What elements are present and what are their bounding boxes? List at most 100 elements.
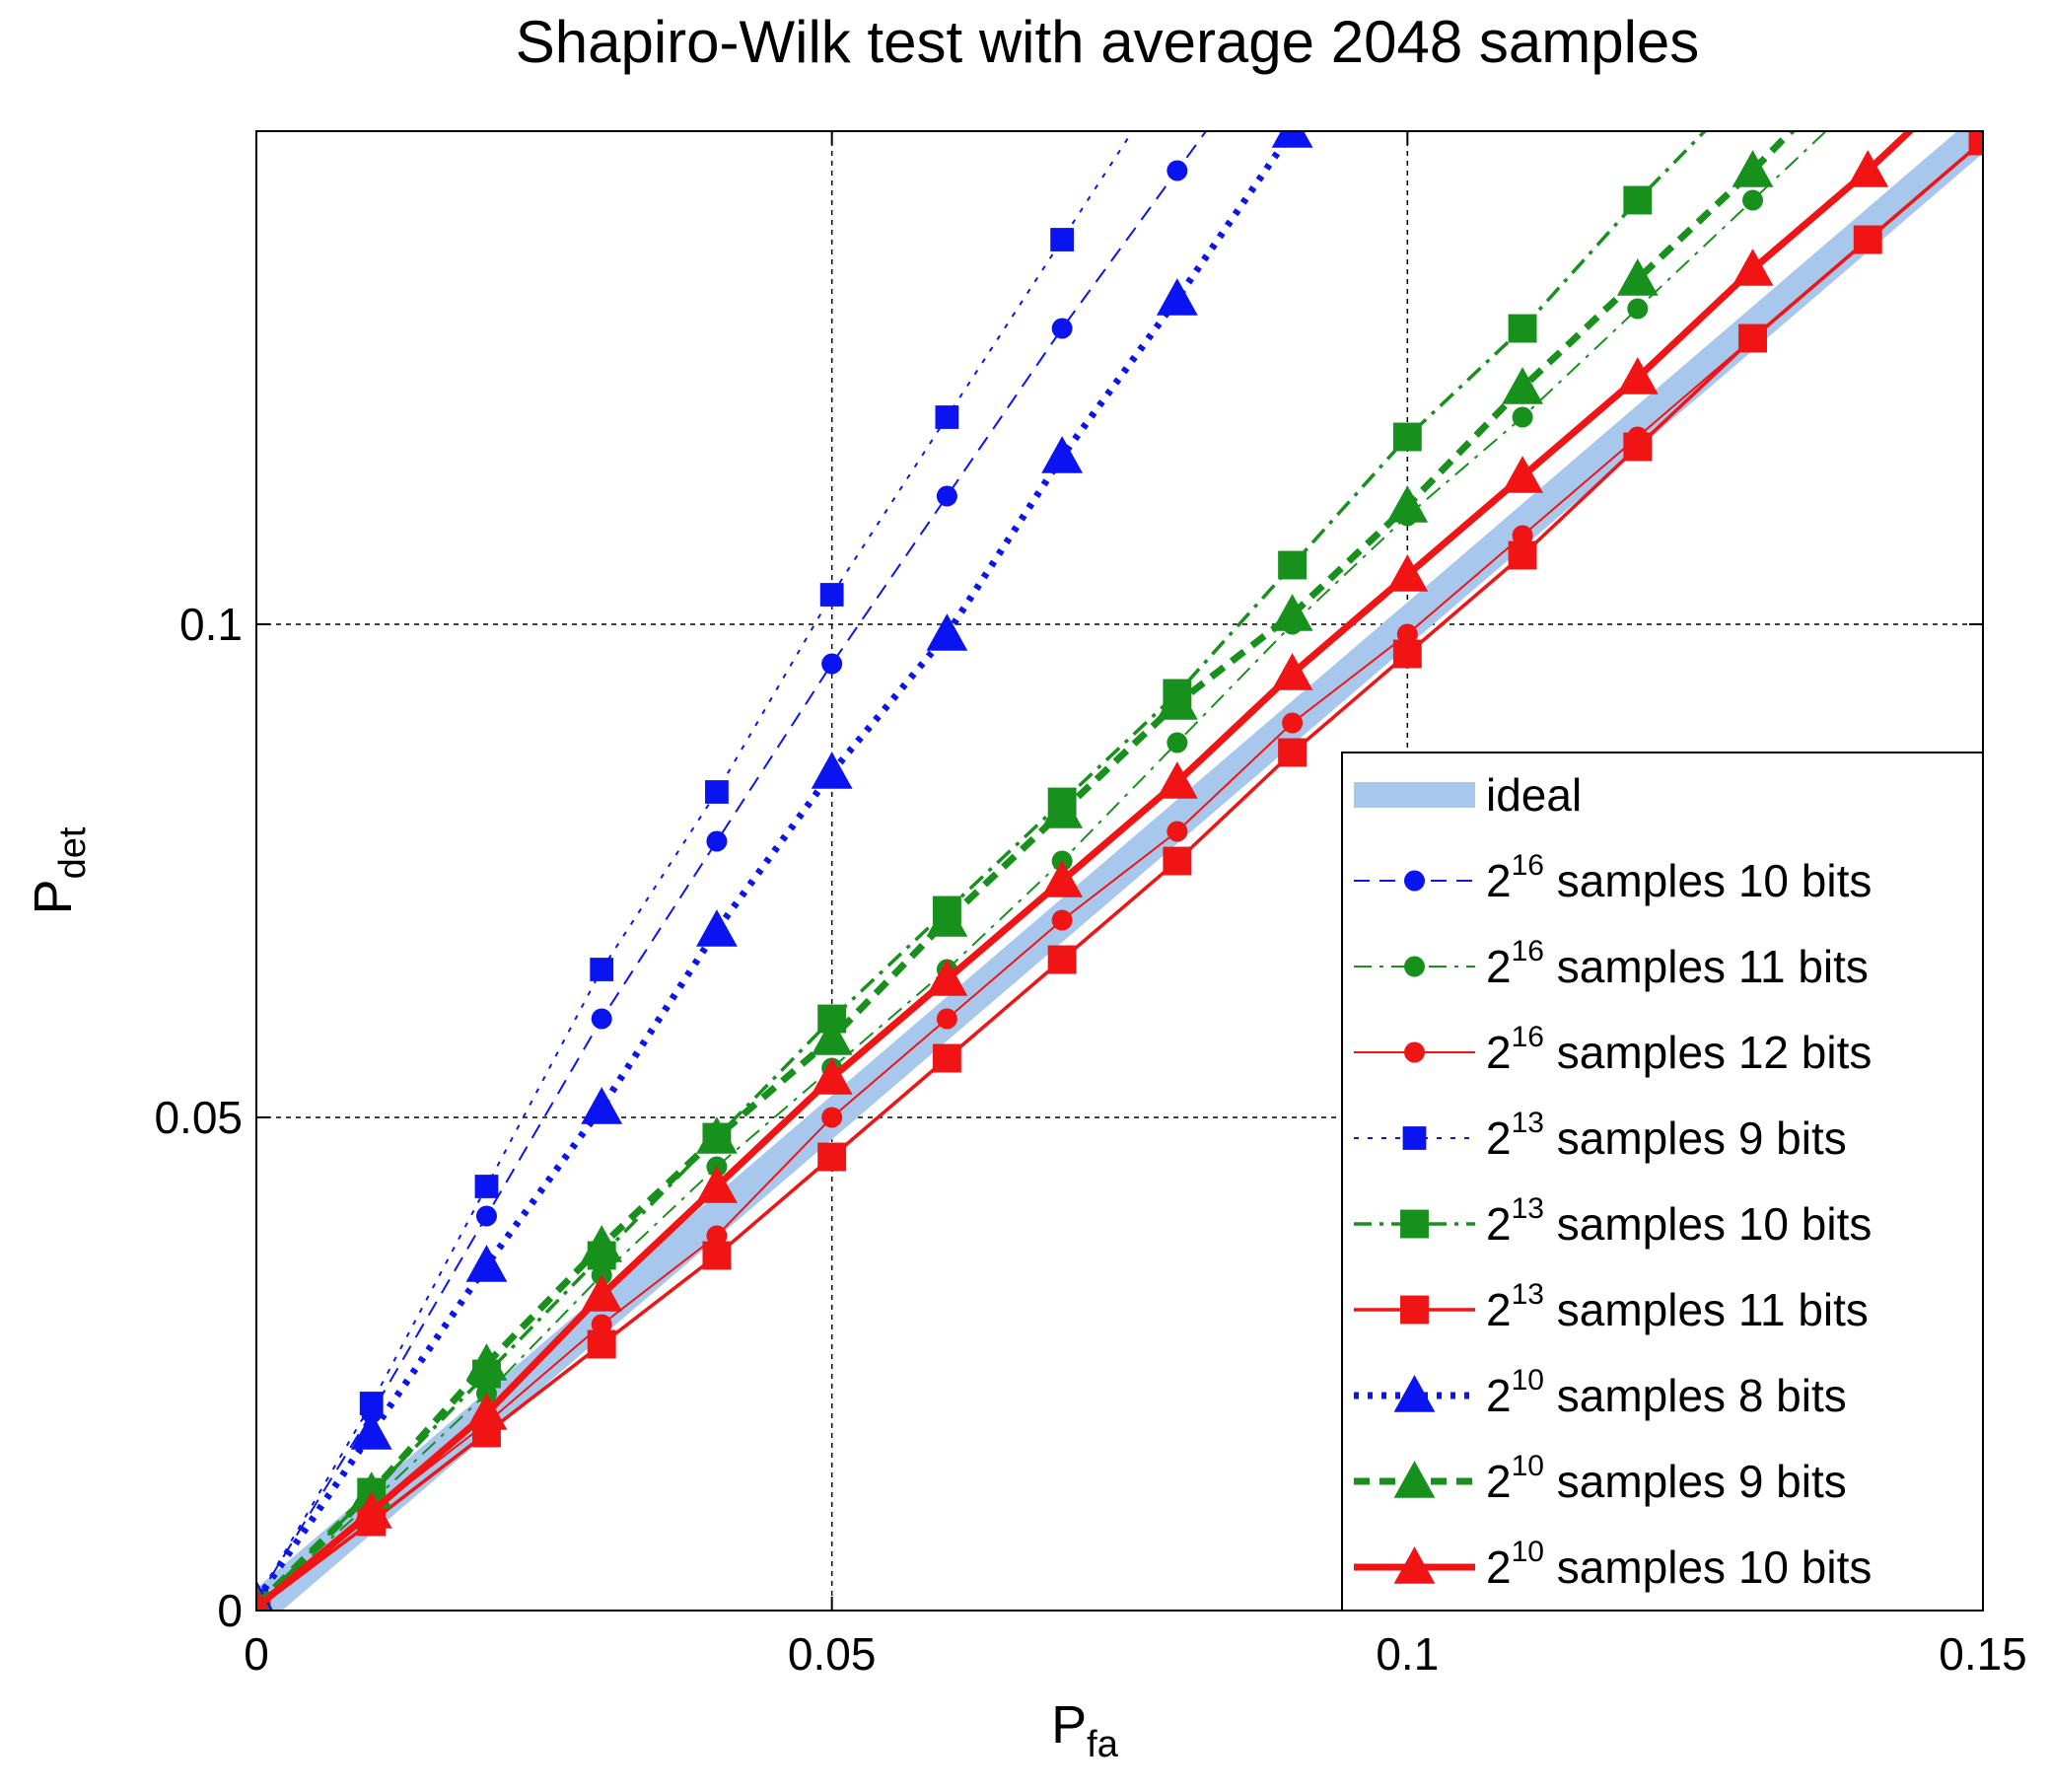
legend-marker-s16_12 <box>1404 1041 1425 1063</box>
data-point-s13_11 <box>1508 540 1537 570</box>
data-point-s10_10 <box>696 1166 738 1203</box>
data-point-s13_10 <box>1738 68 1767 97</box>
data-point-s13_9 <box>935 405 959 429</box>
data-point-s10_10 <box>811 1057 853 1095</box>
data-point-s16_10 <box>1051 318 1073 339</box>
legend-box <box>1341 752 1984 1612</box>
data-point-s13_11 <box>587 1329 616 1359</box>
series-line-s10_10 <box>256 131 1915 1611</box>
data-point-s13_9 <box>590 958 614 981</box>
data-point-s13_11 <box>1163 846 1192 876</box>
series-s10_8 <box>256 131 1313 1611</box>
legend-marker-s10_10 <box>1393 1546 1436 1584</box>
series-line-s13_11 <box>256 139 1983 1611</box>
series-line-s16_12 <box>256 140 1983 1610</box>
legend-marker-s16_10 <box>1404 870 1425 892</box>
legend-label-s16_10: 216 samples 10 bits <box>1486 849 1872 906</box>
data-point-s16_12 <box>821 1107 843 1128</box>
data-point-s13_9 <box>705 780 729 804</box>
data-point-s13_9 <box>359 1392 384 1415</box>
y-tick-label: 0.1 <box>179 599 243 650</box>
data-point-s16_10 <box>591 1008 612 1030</box>
data-point-s16_10 <box>1166 160 1188 181</box>
data-point-s10_9 <box>1386 485 1429 523</box>
legend-marker-s16_11 <box>1404 956 1425 977</box>
data-point-s10_10 <box>926 959 968 996</box>
data-point-s10_8 <box>465 1245 508 1282</box>
data-point-s10_10 <box>1041 860 1084 897</box>
data-point-s13_9 <box>819 583 844 607</box>
data-point-s10_10 <box>1156 761 1198 799</box>
x-tick-label: 0.15 <box>1939 1628 2027 1680</box>
data-point-s16_12 <box>706 1225 728 1247</box>
data-point-s16_11 <box>1742 189 1764 211</box>
data-point-s13_9 <box>1050 228 1075 251</box>
data-point-s16_11 <box>1858 82 1878 103</box>
data-point-s10_8 <box>1271 131 1313 148</box>
data-point-s13_11 <box>1853 225 1882 254</box>
legend-label-s16_11: 216 samples 11 bits <box>1486 935 1869 992</box>
data-point-s16_11 <box>1627 298 1649 320</box>
data-point-s16_12 <box>1282 712 1304 734</box>
data-point-s10_10 <box>256 1587 270 1611</box>
data-point-s10_10 <box>465 1393 508 1430</box>
y-tick-label: 0 <box>217 1585 243 1636</box>
series-line-s16_10 <box>256 131 1208 1602</box>
legend-label-s10_9: 210 samples 9 bits <box>1486 1450 1847 1507</box>
data-point-s10_9 <box>1616 258 1659 296</box>
y-tick-label: 0.05 <box>154 1092 243 1143</box>
x-tick-label: 0 <box>244 1628 269 1680</box>
series-line-s10_8 <box>256 131 1296 1603</box>
legend-label-s10_8: 210 samples 8 bits <box>1486 1364 1847 1421</box>
data-point-s13_10 <box>1392 422 1422 452</box>
ideal-band <box>256 131 1983 1611</box>
data-point-s10_10 <box>1962 41 2004 79</box>
data-point-s16_10 <box>821 653 843 675</box>
legend-marker-s13_9 <box>1402 1126 1427 1150</box>
data-point-s13_11 <box>1623 432 1653 462</box>
data-point-s13_11 <box>1392 639 1422 669</box>
legend-marker-s13_10 <box>1400 1209 1429 1239</box>
chart-title: Shapiro-Wilk test with average 2048 samp… <box>516 9 1700 75</box>
legend-label-s13_11: 213 samples 11 bits <box>1486 1278 1869 1335</box>
data-point-s13_10 <box>1623 185 1653 215</box>
legend-marker-s10_9 <box>1393 1461 1436 1498</box>
legend-marker-s10_8 <box>1393 1375 1436 1412</box>
data-point-s16_10 <box>475 1205 497 1227</box>
data-point-s10_9 <box>1847 32 1888 69</box>
data-point-s10_9 <box>465 1343 508 1381</box>
series-s13_11 <box>256 131 1983 1611</box>
legend-label-s13_9: 213 samples 9 bits <box>1486 1107 1847 1164</box>
legend-label-ideal: ideal <box>1486 769 1582 821</box>
data-point-s10_10 <box>1847 150 1889 187</box>
data-point-s16_10 <box>936 485 957 507</box>
data-point-s13_11 <box>932 1043 961 1073</box>
data-point-s10_8 <box>350 1412 392 1450</box>
data-point-s10_10 <box>1502 456 1543 493</box>
series-s10_10 <box>256 41 2004 1611</box>
data-point-s16_12 <box>936 1008 957 1030</box>
data-point-s10_9 <box>926 899 968 937</box>
data-point-s13_10 <box>1508 314 1537 343</box>
data-point-s10_9 <box>811 1018 853 1055</box>
data-point-s10_10 <box>1271 653 1313 690</box>
legend-label-s10_10: 210 samples 10 bits <box>1486 1536 1872 1593</box>
data-point-s10_10 <box>1616 357 1659 394</box>
x-axis-label: Pfa <box>1051 1695 1119 1765</box>
legend-label-s16_12: 216 samples 12 bits <box>1486 1021 1872 1078</box>
data-point-s10_10 <box>581 1274 623 1312</box>
data-point-s16_12 <box>1512 525 1533 546</box>
x-tick-label: 0.1 <box>1376 1628 1439 1680</box>
series-line-s16_11 <box>256 131 1828 1607</box>
data-point-s10_9 <box>1732 150 1774 187</box>
series-s13_9 <box>256 131 1134 1611</box>
data-point-s16_12 <box>591 1314 612 1335</box>
data-point-s16_12 <box>1166 821 1188 842</box>
data-point-s13_11 <box>702 1241 732 1270</box>
series-s16_10 <box>256 131 1208 1611</box>
data-point-s13_11 <box>1278 738 1308 767</box>
data-point-s10_8 <box>1041 436 1084 473</box>
data-point-s13_11 <box>817 1142 847 1172</box>
data-point-s16_10 <box>706 830 728 852</box>
